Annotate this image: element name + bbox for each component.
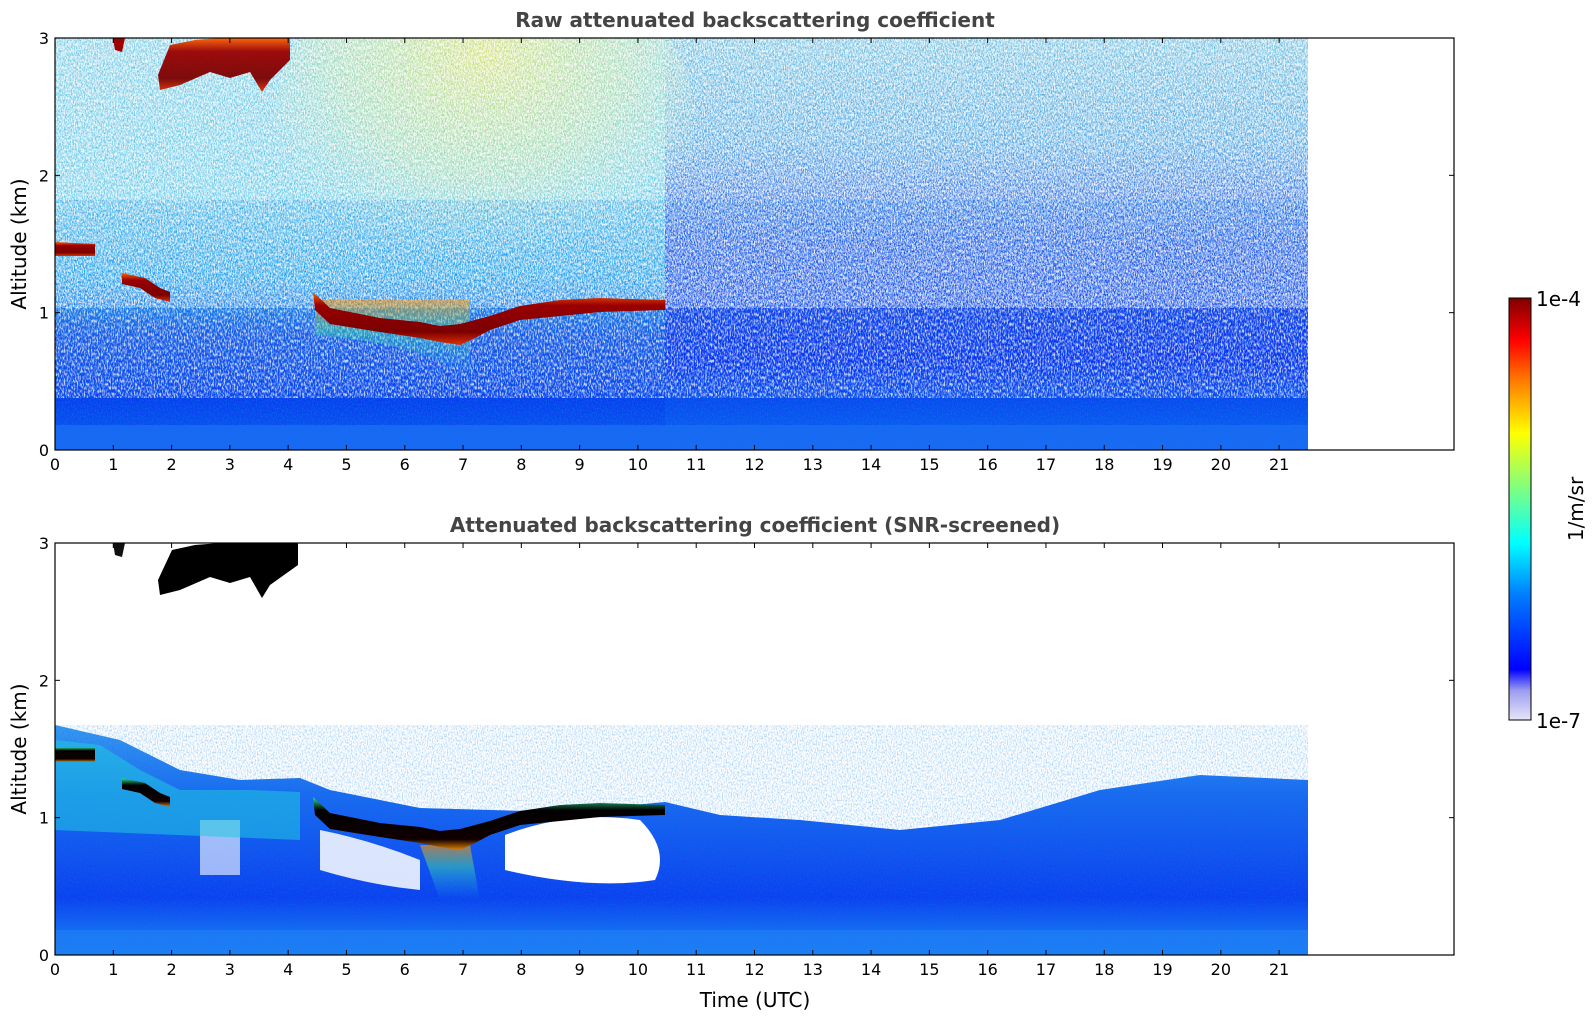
screened-x-tick-label-20: 20 xyxy=(1211,960,1231,979)
x-axis-label: Time (UTC) xyxy=(699,988,811,1012)
screened-y-tick-label-1: 1 xyxy=(39,809,49,828)
colorbar-min-label: 1e-7 xyxy=(1536,709,1581,733)
screened-x-tick-label-2: 2 xyxy=(166,960,176,979)
raw-x-tick-label-10: 10 xyxy=(628,455,648,474)
raw-x-tick-label-14: 14 xyxy=(861,455,881,474)
raw-backscatter-panel: Raw attenuated backscattering coefficien… xyxy=(7,8,1455,474)
raw-x-tick-label-18: 18 xyxy=(1094,455,1114,474)
screened-x-tick-label-1: 1 xyxy=(108,960,118,979)
raw-x-tick-label-7: 7 xyxy=(458,455,468,474)
screened-x-tick-label-16: 16 xyxy=(977,960,997,979)
raw-x-tick-label-0: 0 xyxy=(50,455,60,474)
screened-x-tick-label-4: 4 xyxy=(283,960,293,979)
screened-y-tick-label-3: 3 xyxy=(39,534,49,553)
raw-heatmap-image xyxy=(55,38,1308,450)
raw-x-tick-label-4: 4 xyxy=(283,455,293,474)
raw-x-tick-label-3: 3 xyxy=(225,455,235,474)
raw-x-tick-label-8: 8 xyxy=(516,455,526,474)
screened-y-tick-label-2: 2 xyxy=(39,671,49,690)
screened-x-tick-label-10: 10 xyxy=(628,960,648,979)
raw-x-tick-label-5: 5 xyxy=(341,455,351,474)
screened-y-tick-label-0: 0 xyxy=(39,946,49,965)
screened-x-tick-label-3: 3 xyxy=(225,960,235,979)
raw-y-axis: 0 1 2 3 xyxy=(39,29,1454,460)
screened-x-tick-label-19: 19 xyxy=(1152,960,1172,979)
screened-y-axis: 0 1 2 3 xyxy=(39,534,1454,965)
raw-y-axis-label: Altitude (km) xyxy=(7,178,31,309)
raw-x-tick-label-1: 1 xyxy=(108,455,118,474)
raw-x-tick-label-11: 11 xyxy=(686,455,706,474)
raw-x-tick-label-15: 15 xyxy=(919,455,939,474)
raw-y-tick-label-0: 0 xyxy=(39,441,49,460)
screened-x-tick-label-21: 21 xyxy=(1269,960,1289,979)
colorbar-unit-label: 1/m/sr xyxy=(1564,476,1588,541)
raw-x-tick-label-21: 21 xyxy=(1269,455,1289,474)
colorbar-max-label: 1e-4 xyxy=(1536,287,1581,311)
raw-x-axis: 0 1 2 3 4 5 6 7 8 9 10 11 12 13 14 15 16 17 18 19 20 21 xyxy=(50,38,1289,474)
raw-x-tick-label-19: 19 xyxy=(1152,455,1172,474)
raw-x-tick-label-16: 16 xyxy=(977,455,997,474)
raw-panel-title: Raw attenuated backscattering coefficien… xyxy=(515,8,995,32)
raw-x-tick-label-6: 6 xyxy=(400,455,410,474)
screened-x-tick-label-14: 14 xyxy=(861,960,881,979)
raw-y-tick-label-3: 3 xyxy=(39,29,49,48)
raw-x-tick-label-20: 20 xyxy=(1211,455,1231,474)
screened-panel-title: Attenuated backscattering coefficient (S… xyxy=(450,513,1060,537)
screened-x-tick-label-8: 8 xyxy=(516,960,526,979)
screened-x-tick-label-11: 11 xyxy=(686,960,706,979)
raw-x-tick-label-2: 2 xyxy=(166,455,176,474)
screened-x-tick-label-5: 5 xyxy=(341,960,351,979)
screened-x-tick-label-17: 17 xyxy=(1036,960,1056,979)
screened-heatmap-image xyxy=(55,543,1308,955)
snr-screened-panel: Attenuated backscattering coefficient (S… xyxy=(7,513,1455,1012)
screened-x-tick-label-7: 7 xyxy=(458,960,468,979)
screened-x-tick-label-0: 0 xyxy=(50,960,60,979)
screened-x-tick-label-13: 13 xyxy=(803,960,823,979)
screened-x-tick-label-12: 12 xyxy=(744,960,764,979)
screened-x-axis: 0 1 2 3 4 5 6 7 8 9 10 11 12 13 14 15 16 17 18 19 20 21 xyxy=(50,543,1289,979)
colorbar-gradient xyxy=(1508,297,1532,721)
raw-y-tick-label-1: 1 xyxy=(39,304,49,323)
raw-x-tick-label-9: 9 xyxy=(575,455,585,474)
screened-y-axis-label: Altitude (km) xyxy=(7,683,31,814)
raw-y-tick-label-2: 2 xyxy=(39,166,49,185)
raw-x-tick-label-12: 12 xyxy=(744,455,764,474)
screened-x-tick-label-15: 15 xyxy=(919,960,939,979)
raw-x-tick-label-13: 13 xyxy=(803,455,823,474)
colorbar: 1e-4 1e-7 1/m/sr xyxy=(1508,287,1588,733)
raw-x-tick-label-17: 17 xyxy=(1036,455,1056,474)
screened-x-tick-label-9: 9 xyxy=(575,960,585,979)
screened-x-tick-label-6: 6 xyxy=(400,960,410,979)
screened-x-tick-label-18: 18 xyxy=(1094,960,1114,979)
